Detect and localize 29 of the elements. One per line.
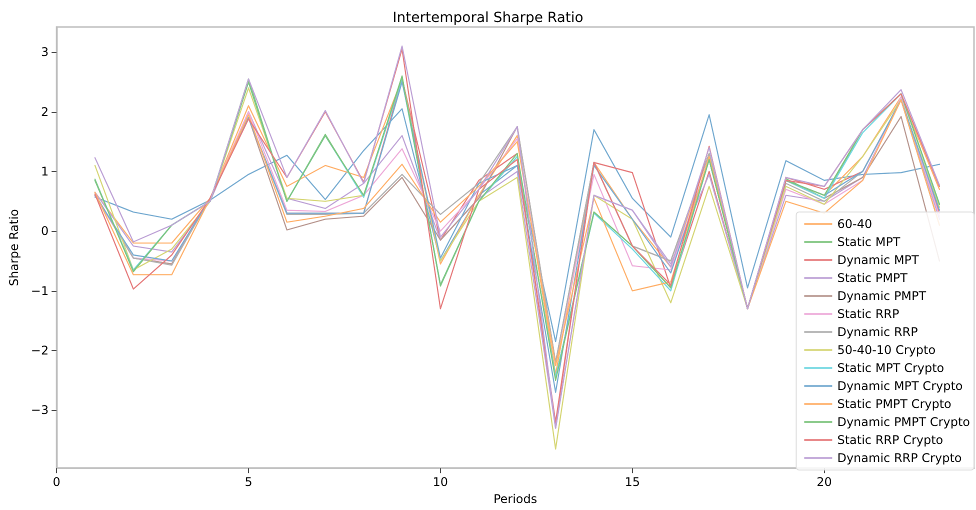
y-tick-label: −3	[30, 403, 49, 418]
legend-label: Dynamic PMPT Crypto	[837, 415, 970, 429]
x-tick-label: 20	[816, 475, 832, 490]
y-tick-label: −1	[30, 284, 49, 298]
x-tick-label: 0	[52, 475, 60, 490]
legend-label: Dynamic MPT	[837, 253, 920, 267]
y-tick-label: 2	[40, 104, 49, 119]
legend-label: Static MPT Crypto	[837, 361, 944, 375]
legend-label: Static RRP Crypto	[837, 433, 944, 447]
y-tick-label: 0	[40, 224, 49, 238]
legend-label: Dynamic MPT Crypto	[837, 379, 963, 393]
x-tick-label: 5	[244, 475, 252, 490]
y-tick-label: 1	[40, 164, 49, 178]
legend-label: 60-40	[837, 217, 872, 231]
legend-label: Dynamic PMPT	[837, 289, 927, 303]
legend-label: Static PMPT	[837, 271, 908, 285]
legend-label: 50-40-10 Crypto	[837, 343, 936, 357]
legend-label: Dynamic RRP Crypto	[837, 451, 962, 465]
legend-label: Static RRP	[837, 307, 900, 321]
legend-label: Dynamic RRP	[837, 325, 918, 339]
x-axis-title: Periods	[493, 492, 538, 506]
legend-label: Static MPT	[837, 235, 901, 249]
x-tick-label: 15	[624, 475, 640, 490]
y-axis-title: Sharpe Ratio	[7, 208, 21, 286]
x-tick-label: 10	[432, 475, 448, 490]
y-tick-label: 3	[40, 45, 49, 60]
legend-label: Static PMPT Crypto	[837, 397, 952, 411]
chart-title: Intertemporal Sharpe Ratio	[392, 10, 584, 26]
y-tick-label: −2	[30, 344, 49, 358]
